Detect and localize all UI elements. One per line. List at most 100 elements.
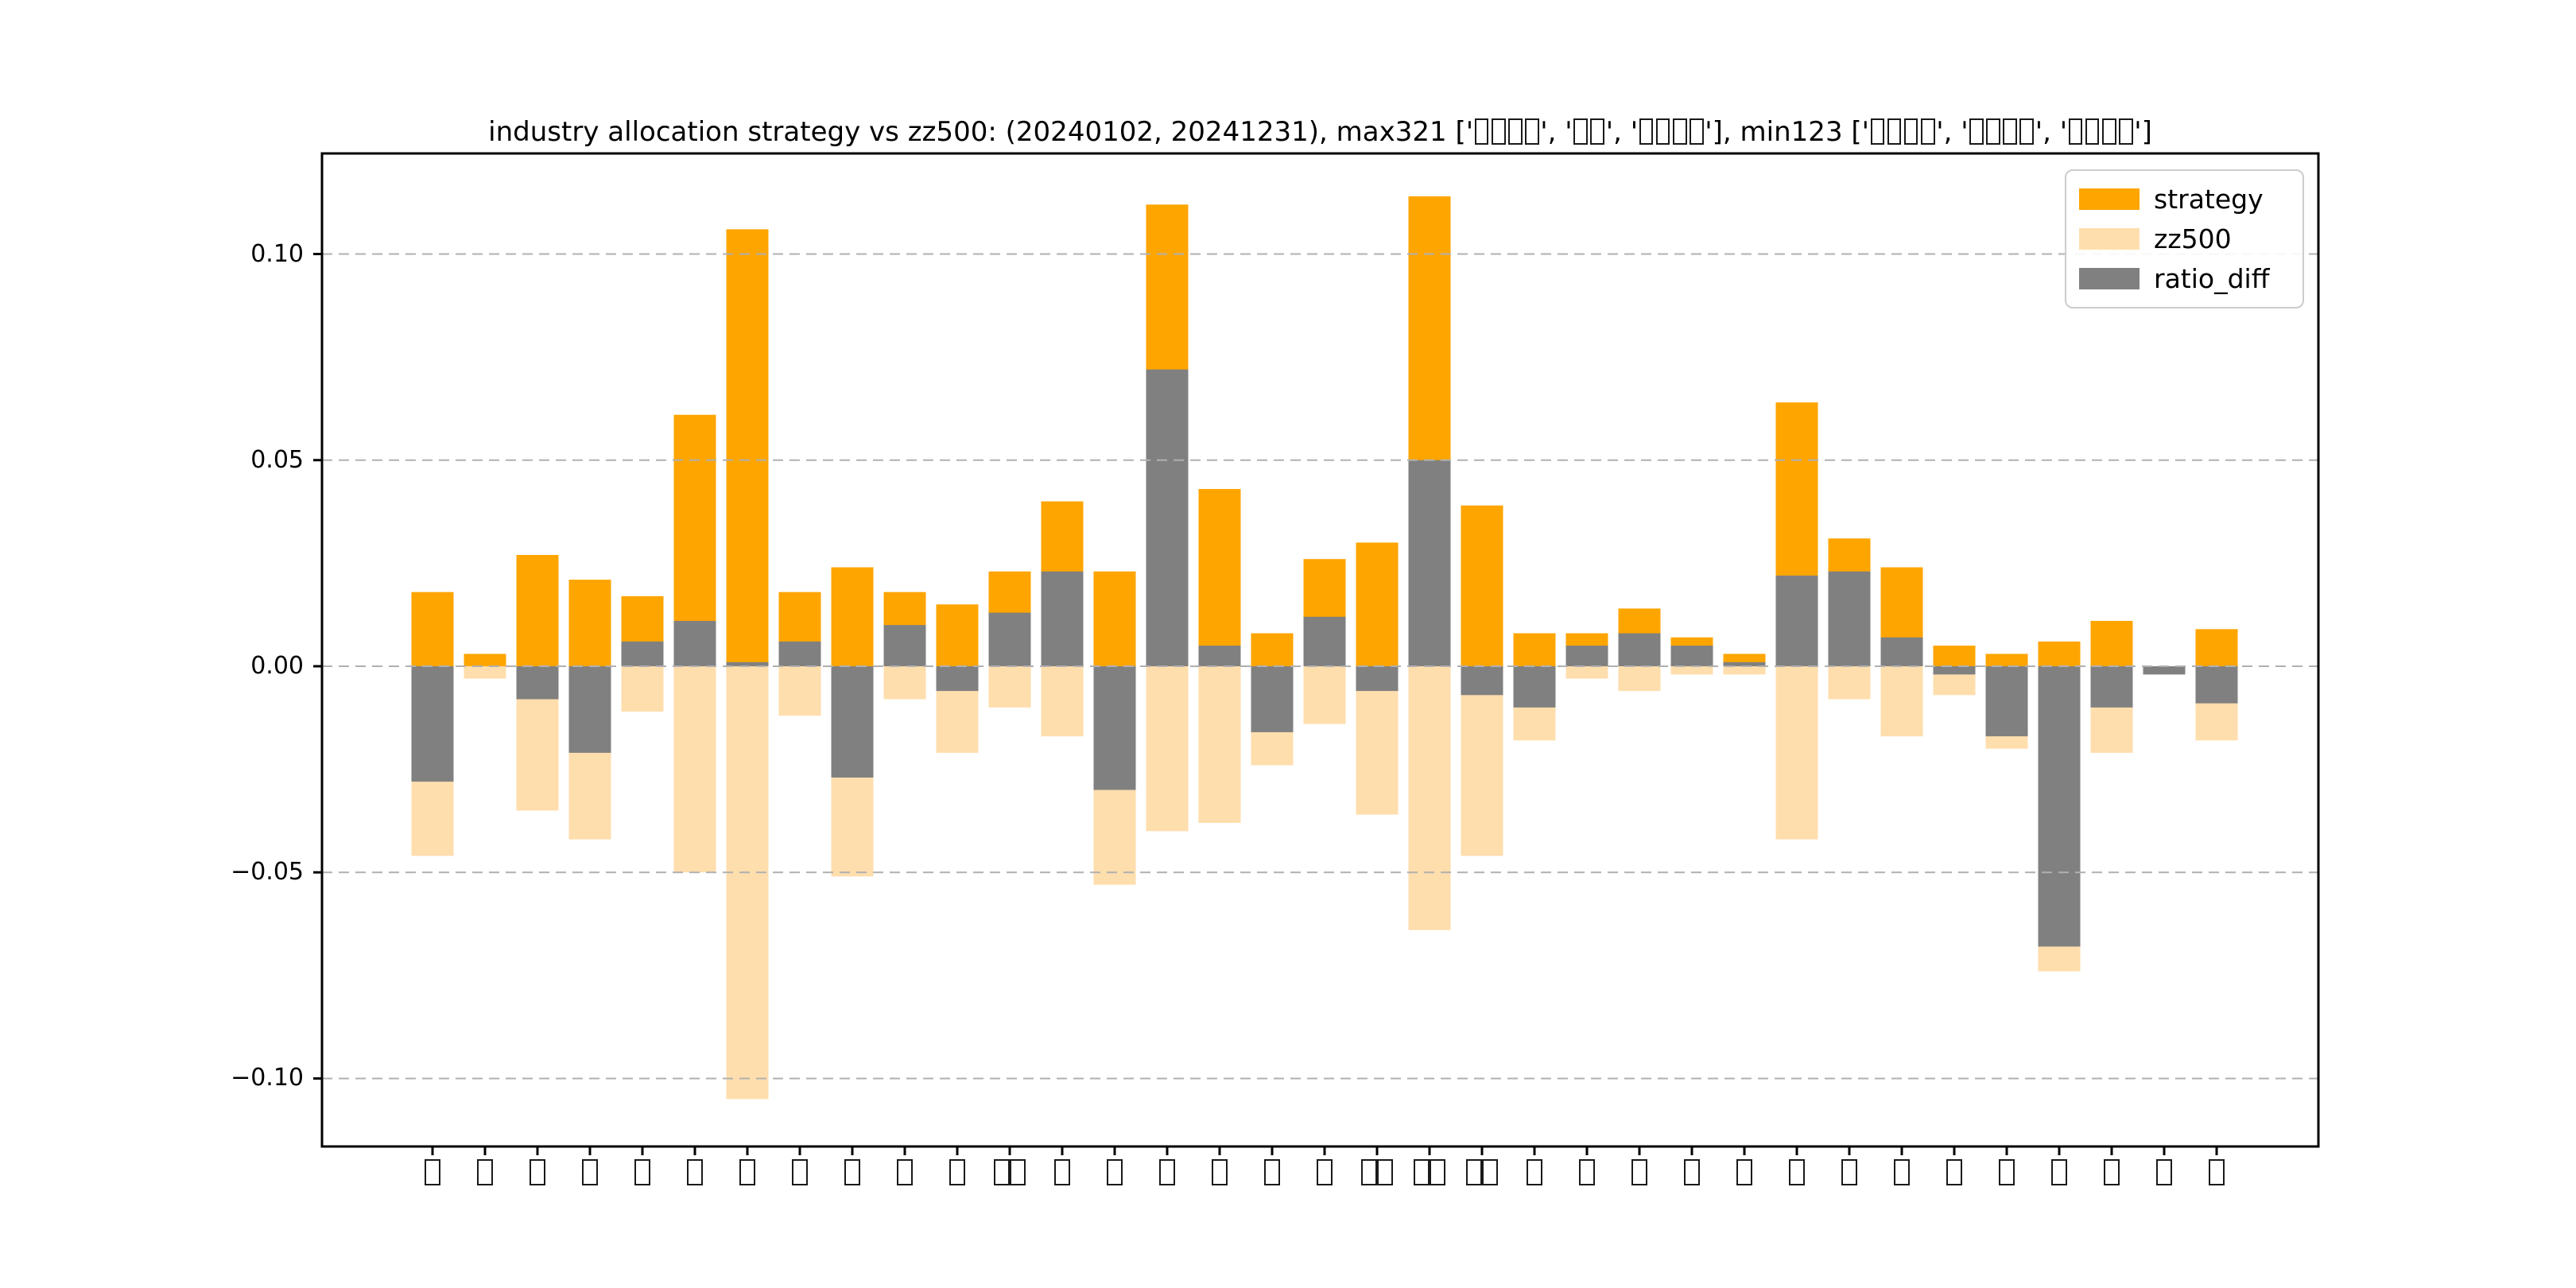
bar-strategy-30: [1933, 646, 1976, 666]
legend-label-ratio-diff: ratio_diff: [2154, 263, 2270, 295]
x-label-tofu-glyph: [1789, 1159, 1805, 1185]
bar-zz500-26: [1723, 665, 1766, 675]
x-label-tofu-glyph: [1527, 1159, 1542, 1185]
x-tick-label-2: [477, 1159, 493, 1186]
x-label-tofu-glyph: [1684, 1159, 1700, 1185]
bar-strategy-4: [568, 580, 611, 666]
bar-zz500-18: [1303, 665, 1346, 724]
title-tofu-glyph: [1887, 118, 1902, 145]
x-label-tofu-glyph: [1894, 1159, 1910, 1185]
x-label-tofu-glyph: [477, 1159, 493, 1185]
bar-strategy-22: [1513, 633, 1556, 666]
bar-zz500-16: [1198, 665, 1241, 823]
x-label-tofu-glyph: [1841, 1159, 1857, 1185]
bar-zz500-28: [1828, 665, 1871, 700]
x-label-tofu-glyph: [1631, 1159, 1647, 1185]
x-label-tofu-glyph: [792, 1159, 808, 1185]
x-label-tofu-glyph: [1466, 1159, 1482, 1185]
bar-ratio-diff-35: [2195, 665, 2238, 704]
legend-swatch-zz500: [2079, 227, 2140, 250]
x-tick-label-25: [1684, 1159, 1700, 1186]
title-tofu-glyph: [1573, 118, 1588, 145]
x-tick-label-12: [994, 1159, 1026, 1186]
x-tick-label-4: [582, 1159, 598, 1186]
bar-ratio-diff-33: [2090, 665, 2133, 708]
x-label-tofu-glyph: [1946, 1159, 1962, 1185]
legend: strategy zz500 ratio_diff: [2065, 169, 2304, 308]
title-tofu-glyph: [2068, 118, 2083, 145]
y-tick-label-−0.10: −0.10: [231, 1064, 304, 1092]
title-tofu-glyph: [1969, 118, 1984, 145]
x-label-tofu-glyph: [1054, 1159, 1070, 1185]
x-label-tofu-glyph: [1482, 1159, 1498, 1185]
title-tofu-glyph: [1870, 118, 1885, 145]
bar-ratio-diff-13: [1041, 571, 1084, 666]
x-tick-label-30: [1946, 1159, 1962, 1186]
bar-zz500-13: [1041, 665, 1084, 737]
x-label-tofu-glyph: [2156, 1159, 2172, 1185]
x-tick-label-18: [1317, 1159, 1333, 1186]
legend-swatch-ratio-diff: [2079, 268, 2140, 290]
x-label-tofu-glyph: [634, 1159, 650, 1185]
bar-zz500-25: [1670, 665, 1713, 675]
bar-ratio-diff-32: [2038, 665, 2081, 947]
x-tick-label-7: [739, 1159, 755, 1186]
bar-ratio-diff-12: [988, 612, 1031, 666]
x-tick-label-21: [1466, 1159, 1498, 1186]
bar-strategy-9: [831, 567, 874, 666]
x-tick-label-31: [1999, 1159, 2015, 1186]
x-tick-label-6: [687, 1159, 703, 1186]
bar-strategy-7: [726, 229, 769, 666]
x-tick-label-11: [949, 1159, 965, 1186]
bar-ratio-diff-6: [673, 620, 716, 666]
bar-zz500-27: [1775, 665, 1818, 840]
x-tick-label-26: [1736, 1159, 1752, 1186]
x-tick-label-34: [2156, 1159, 2172, 1186]
bar-ratio-diff-7: [726, 661, 769, 666]
bar-ratio-diff-5: [621, 641, 664, 666]
x-tick-label-20: [1414, 1159, 1445, 1186]
bar-zz500-23: [1565, 665, 1608, 679]
bar-ratio-diff-22: [1513, 665, 1556, 708]
x-tick-label-33: [2104, 1159, 2120, 1186]
bar-zz500-10: [883, 665, 926, 700]
bar-ratio-diff-23: [1565, 646, 1608, 666]
x-label-tofu-glyph: [687, 1159, 703, 1185]
bar-ratio-diff-29: [1880, 637, 1923, 666]
title-tofu-glyph: [2085, 118, 2100, 145]
title-tofu-glyph: [1491, 118, 1506, 145]
bar-ratio-diff-10: [883, 625, 926, 666]
x-label-tofu-glyph: [1999, 1159, 2015, 1185]
title-tofu-glyph: [1986, 118, 2000, 145]
x-label-tofu-glyph: [582, 1159, 598, 1185]
bar-ratio-diff-17: [1251, 665, 1294, 732]
bar-zz500-21: [1461, 665, 1503, 856]
title-tofu-glyph: [1655, 118, 1670, 145]
bar-zz500-8: [778, 665, 821, 716]
title-tofu-glyph: [2118, 118, 2133, 145]
x-tick-label-10: [897, 1159, 913, 1186]
x-tick-label-9: [844, 1159, 860, 1186]
chart-title: industry allocation strategy vs zz500: (…: [488, 116, 2152, 148]
x-label-tofu-glyph: [1736, 1159, 1752, 1185]
legend-item-zz500: zz500: [2079, 226, 2290, 252]
bar-strategy-11: [936, 604, 979, 666]
title-tofu-glyph: [1507, 118, 1523, 145]
legend-item-strategy: strategy: [2079, 186, 2290, 212]
bar-ratio-diff-28: [1828, 571, 1871, 666]
y-tick-label-0.00: 0.00: [250, 651, 304, 680]
x-tick-label-23: [1579, 1159, 1595, 1186]
x-label-tofu-glyph: [2104, 1159, 2120, 1185]
x-label-tofu-glyph: [530, 1159, 545, 1185]
bar-ratio-diff-30: [1933, 665, 1976, 675]
bar-zz500-24: [1618, 665, 1661, 692]
bar-ratio-diff-27: [1775, 575, 1818, 666]
title-tofu-glyph: [1524, 118, 1539, 145]
x-label-tofu-glyph: [1010, 1159, 1026, 1185]
x-tick-label-1: [425, 1159, 440, 1186]
x-tick-label-35: [2209, 1159, 2225, 1186]
bar-zz500-15: [1146, 665, 1189, 832]
x-label-tofu-glyph: [1414, 1159, 1430, 1185]
x-tick-label-14: [1107, 1159, 1123, 1186]
